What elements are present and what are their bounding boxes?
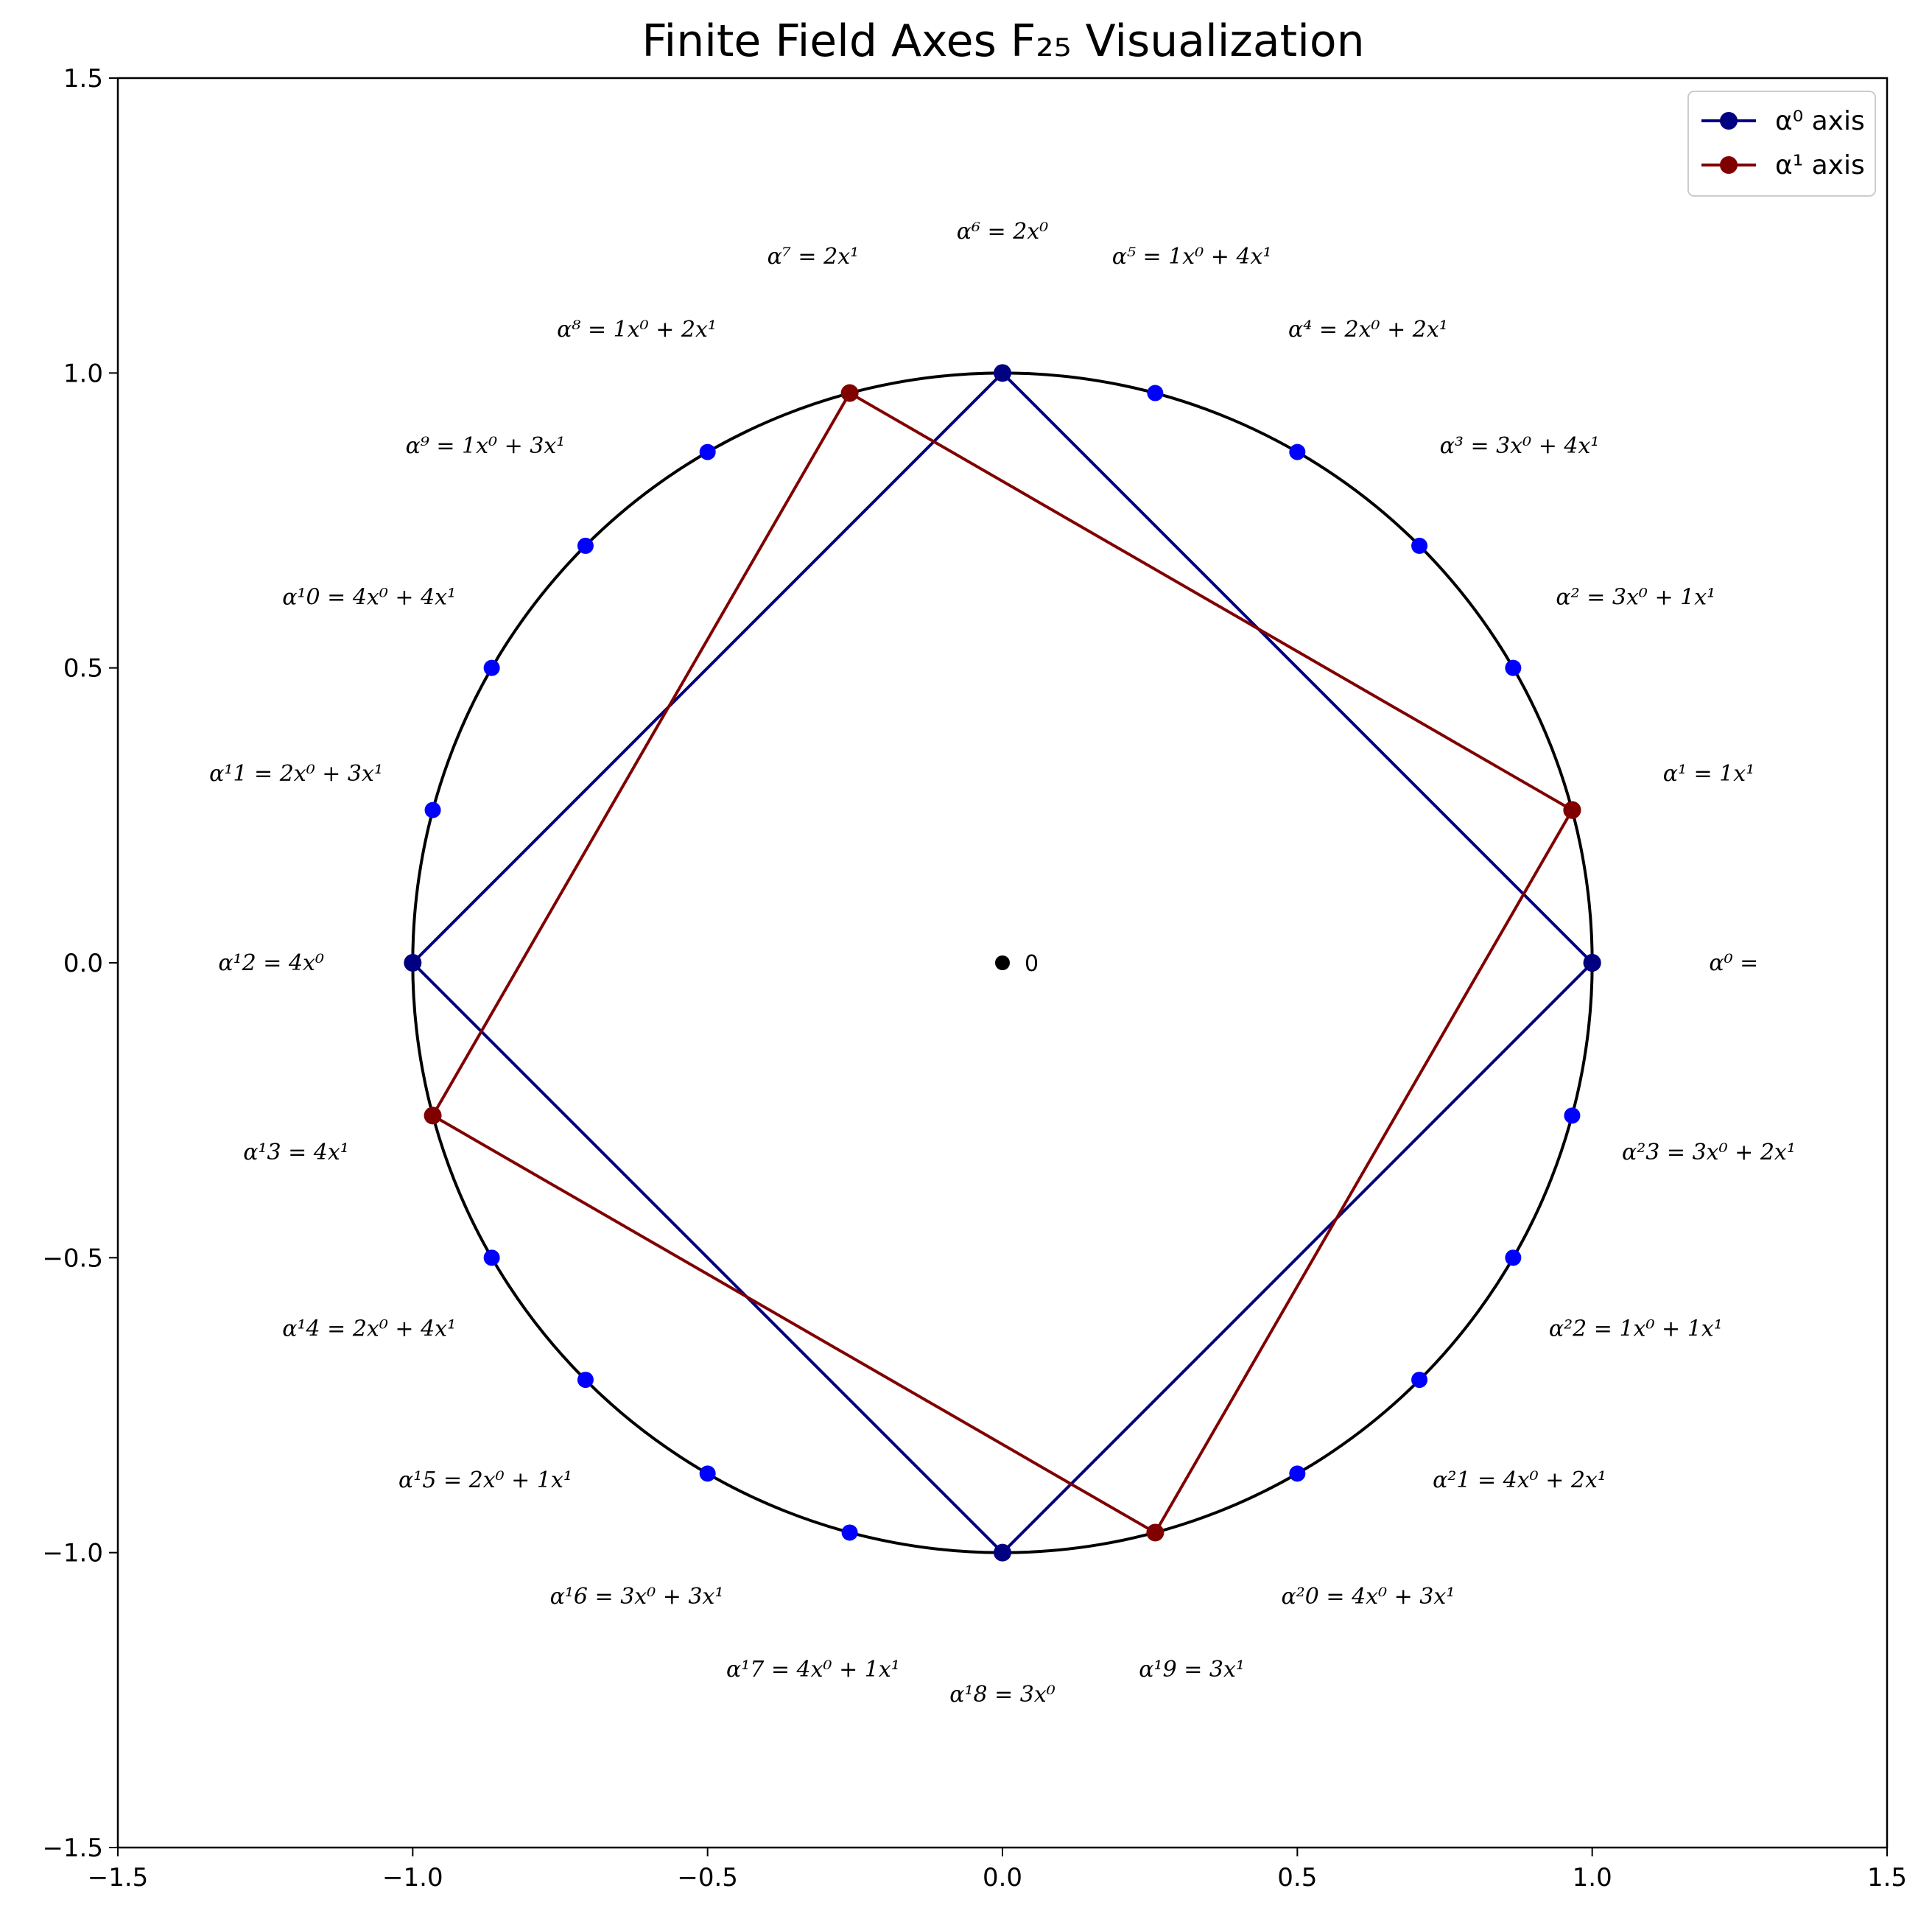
y-tick-label: −1.0	[42, 1539, 103, 1568]
point-label: α¹9 = 3x¹	[1139, 1657, 1245, 1683]
y-tick-label: 0.0	[63, 949, 103, 978]
point-marker	[424, 801, 441, 818]
point-label: α⁹ = 1x⁰ + 3x¹	[406, 433, 566, 459]
plot-area: α⁰ = α¹ = 1x¹ α² = 3x⁰ + 1x¹ α³ = 3x⁰ + 4x¹…	[209, 219, 1796, 1708]
x-tick-label: 0.5	[1277, 1863, 1317, 1892]
y-tick-label: 1.5	[63, 64, 103, 94]
legend-label: α¹ axis	[1775, 150, 1865, 180]
y-tick-label: −1.5	[42, 1834, 103, 1863]
legend-marker	[1720, 112, 1738, 130]
point-marker	[1411, 537, 1428, 554]
point-label: α⁷ = 2x¹	[767, 244, 860, 270]
series-marker-0	[994, 364, 1011, 382]
origin-marker	[995, 955, 1010, 970]
point-marker	[1505, 1249, 1522, 1266]
point-marker	[1564, 1107, 1581, 1124]
chart-title: Finite Field Axes F₂₅ Visualization	[642, 15, 1364, 67]
point-label: α²2 = 1x⁰ + 1x¹	[1549, 1316, 1723, 1341]
point-label: α⁶ = 2x⁰	[957, 219, 1049, 245]
point-marker	[577, 537, 594, 554]
point-label: α¹8 = 3x⁰	[949, 1682, 1055, 1708]
point-label: α¹7 = 4x⁰ + 1x¹	[726, 1657, 900, 1683]
point-marker	[1505, 659, 1522, 676]
series-marker-1	[840, 384, 859, 402]
series-marker-1	[1146, 1523, 1165, 1542]
legend-label: α⁰ axis	[1775, 106, 1865, 136]
series-marker-0	[1583, 954, 1601, 972]
x-tick-label: −0.5	[677, 1863, 738, 1892]
point-marker	[577, 1372, 594, 1389]
series-marker-0	[994, 1543, 1011, 1562]
point-label: α¹0 = 4x⁰ + 4x¹	[282, 585, 456, 611]
point-marker	[699, 443, 716, 460]
point-label: α⁴ = 2x⁰ + 2x¹	[1288, 317, 1448, 343]
x-tick-label: 0.0	[983, 1863, 1022, 1892]
point-label: α¹4 = 2x⁰ + 4x¹	[282, 1316, 456, 1341]
point-label: α¹1 = 2x⁰ + 3x¹	[209, 761, 383, 787]
y-tick-label: 1.0	[63, 359, 103, 388]
y-tick-label: 0.5	[63, 654, 103, 684]
x-tick-label: −1.0	[382, 1863, 443, 1892]
point-label: α¹6 = 3x⁰ + 3x¹	[550, 1584, 724, 1610]
point-label: α¹5 = 2x⁰ + 1x¹	[398, 1467, 572, 1493]
point-label: α¹3 = 4x¹	[243, 1140, 349, 1165]
point-label: α²1 = 4x⁰ + 2x¹	[1433, 1467, 1606, 1493]
point-label: α¹2 = 4x⁰	[218, 950, 324, 976]
point-marker	[1147, 385, 1164, 401]
x-tick-label: 1.5	[1867, 1863, 1907, 1892]
point-marker	[483, 1249, 500, 1266]
x-axis-ticks: −1.5 −1.0 −0.5 0.0 0.5 1.0 1.5	[88, 1848, 1907, 1892]
point-marker	[841, 1524, 858, 1541]
point-marker	[1289, 1465, 1306, 1482]
point-marker	[1411, 1372, 1428, 1389]
x-tick-label: 1.0	[1573, 1863, 1612, 1892]
y-tick-label: −0.5	[42, 1243, 103, 1273]
legend: α⁰ axis α¹ axis	[1687, 91, 1876, 197]
point-label: α⁵ = 1x⁰ + 4x¹	[1112, 244, 1272, 270]
y-axis-ticks: −1.5 −1.0 −0.5 0.0 0.5 1.0 1.5	[42, 64, 118, 1863]
point-label: α²0 = 4x⁰ + 3x¹	[1281, 1584, 1455, 1610]
point-label: α⁰ =	[1709, 950, 1758, 976]
point-label: α² = 3x⁰ + 1x¹	[1556, 585, 1715, 611]
point-marker	[1289, 443, 1306, 460]
origin-label: 0	[1025, 951, 1039, 977]
point-label: α⁸ = 1x⁰ + 2x¹	[557, 317, 717, 343]
point-marker	[483, 659, 500, 676]
legend-marker	[1720, 156, 1738, 174]
series-marker-0	[404, 954, 422, 972]
series-marker-1	[1563, 801, 1581, 819]
point-label: α²3 = 3x⁰ + 2x¹	[1622, 1140, 1796, 1165]
point-label: α¹ = 1x¹	[1663, 761, 1755, 787]
series-marker-1	[424, 1106, 442, 1125]
x-tick-label: −1.5	[88, 1863, 149, 1892]
point-marker	[699, 1465, 716, 1482]
point-label: α³ = 3x⁰ + 4x¹	[1440, 433, 1600, 459]
